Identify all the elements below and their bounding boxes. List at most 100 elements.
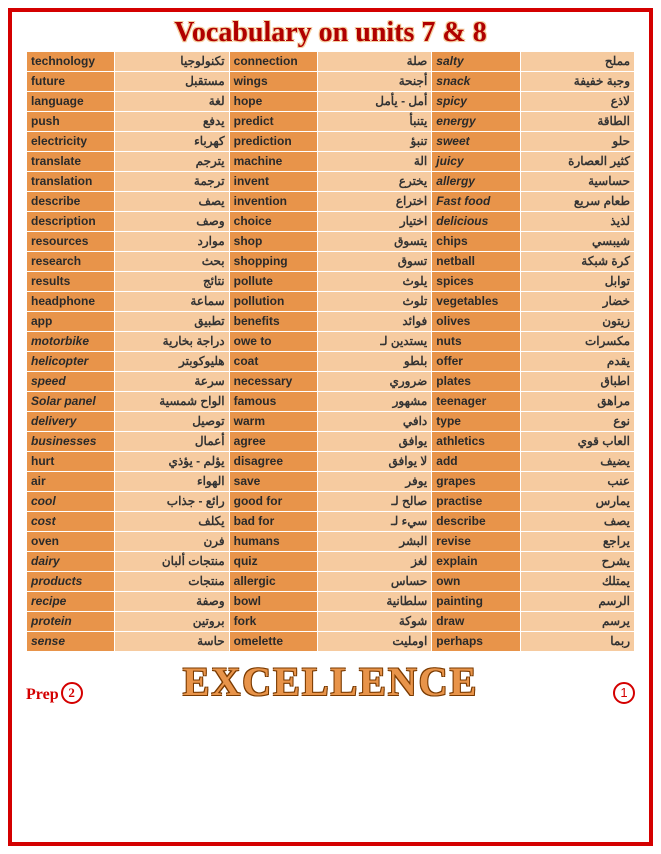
- vocab-en: draw: [432, 611, 520, 631]
- vocab-ar: صلة: [317, 51, 431, 71]
- vocab-en: add: [432, 451, 520, 471]
- vocab-ar: يلوث: [317, 271, 431, 291]
- vocab-ar: حلو: [520, 131, 634, 151]
- vocab-en: netball: [432, 251, 520, 271]
- vocab-ar: يراجع: [520, 531, 634, 551]
- vocab-ar: لا يوافق: [317, 451, 431, 471]
- vocab-en: predict: [229, 111, 317, 131]
- vocab-ar: سماعة: [115, 291, 229, 311]
- vocab-en: describe: [27, 191, 115, 211]
- vocab-en: spices: [432, 271, 520, 291]
- vocab-ar: شيبسي: [520, 231, 634, 251]
- table-row: technologyتكنولوجياconnectionصلةsaltyممل…: [27, 51, 635, 71]
- vocab-en: cool: [27, 491, 115, 511]
- vocab-en: good for: [229, 491, 317, 511]
- vocab-en: juicy: [432, 151, 520, 171]
- vocab-ar: فرن: [115, 531, 229, 551]
- table-row: recipeوصفةbowlسلطانيةpaintingالرسم: [27, 591, 635, 611]
- vocab-ar: مراهق: [520, 391, 634, 411]
- vocab-en: describe: [432, 511, 520, 531]
- vocab-en: allergic: [229, 571, 317, 591]
- vocab-en: type: [432, 411, 520, 431]
- vocab-ar: توصيل: [115, 411, 229, 431]
- vocab-en: allergy: [432, 171, 520, 191]
- vocab-ar: يخترع: [317, 171, 431, 191]
- vocab-en: owe to: [229, 331, 317, 351]
- vocab-en: sense: [27, 631, 115, 651]
- vocab-ar: تنبؤ: [317, 131, 431, 151]
- vocab-en: oven: [27, 531, 115, 551]
- vocab-en: hope: [229, 91, 317, 111]
- vocab-ar: كهرباء: [115, 131, 229, 151]
- vocab-en: prediction: [229, 131, 317, 151]
- vocab-ar: ضروري: [317, 371, 431, 391]
- vocab-en: necessary: [229, 371, 317, 391]
- vocab-en: olives: [432, 311, 520, 331]
- vocab-en: save: [229, 471, 317, 491]
- vocab-en: vegetables: [432, 291, 520, 311]
- vocab-ar: كرة شبكة: [520, 251, 634, 271]
- vocab-ar: يكلف: [115, 511, 229, 531]
- vocab-en: translation: [27, 171, 115, 191]
- vocab-en: delicious: [432, 211, 520, 231]
- vocab-ar: خضار: [520, 291, 634, 311]
- table-row: describeيصفinventionاختراعFast foodطعام …: [27, 191, 635, 211]
- vocab-en: headphone: [27, 291, 115, 311]
- table-row: coolرائع - جذابgood forصالح لـpractiseيم…: [27, 491, 635, 511]
- vocab-ar: العاب قوي: [520, 431, 634, 451]
- table-row: pushيدفعpredictيتنبأenergyالطاقة: [27, 111, 635, 131]
- vocab-ar: يوفر: [317, 471, 431, 491]
- vocab-ar: موارد: [115, 231, 229, 251]
- vocab-ar: اطباق: [520, 371, 634, 391]
- page-frame: Vocabulary on units 7 & 8 technologyتكنو…: [8, 8, 653, 846]
- vocab-ar: تكنولوجيا: [115, 51, 229, 71]
- vocab-en: famous: [229, 391, 317, 411]
- vocab-ar: نتائج: [115, 271, 229, 291]
- vocab-en: cost: [27, 511, 115, 531]
- table-row: Solar panelالواح شمسيةfamousمشهورteenage…: [27, 391, 635, 411]
- vocab-en: energy: [432, 111, 520, 131]
- vocab-en: bowl: [229, 591, 317, 611]
- vocab-en: shopping: [229, 251, 317, 271]
- vocab-ar: يصف: [115, 191, 229, 211]
- vocab-en: resources: [27, 231, 115, 251]
- vocab-en: push: [27, 111, 115, 131]
- vocab-en: own: [432, 571, 520, 591]
- vocab-ar: سيء لـ: [317, 511, 431, 531]
- vocab-en: speed: [27, 371, 115, 391]
- vocab-ar: يشرح: [520, 551, 634, 571]
- vocab-en: bad for: [229, 511, 317, 531]
- vocab-en: coat: [229, 351, 317, 371]
- table-row: speedسرعةnecessaryضروريplatesاطباق: [27, 371, 635, 391]
- vocab-ar: تسوق: [317, 251, 431, 271]
- vocab-en: businesses: [27, 431, 115, 451]
- vocab-ar: لغز: [317, 551, 431, 571]
- vocab-en: quiz: [229, 551, 317, 571]
- vocab-en: revise: [432, 531, 520, 551]
- vocab-en: humans: [229, 531, 317, 551]
- vocab-en: salty: [432, 51, 520, 71]
- vocab-ar: منتجات ألبان: [115, 551, 229, 571]
- vocab-ar: مشهور: [317, 391, 431, 411]
- table-row: ovenفرنhumansالبشرreviseيراجع: [27, 531, 635, 551]
- vocab-ar: وصفة: [115, 591, 229, 611]
- vocab-ar: يوافق: [317, 431, 431, 451]
- brand-text: EXCELLENCE: [183, 658, 479, 705]
- vocab-en: shop: [229, 231, 317, 251]
- vocab-en: warm: [229, 411, 317, 431]
- vocab-en: choice: [229, 211, 317, 231]
- vocab-ar: بحث: [115, 251, 229, 271]
- vocab-ar: هليوكوبتر: [115, 351, 229, 371]
- vocab-en: research: [27, 251, 115, 271]
- table-row: descriptionوصفchoiceاختيارdeliciousلذيذ: [27, 211, 635, 231]
- vocab-ar: وصف: [115, 211, 229, 231]
- table-row: appتطبيقbenefitsفوائدolivesزيتون: [27, 311, 635, 331]
- vocab-ar: يؤلم - يؤذي: [115, 451, 229, 471]
- vocab-ar: البشر: [317, 531, 431, 551]
- vocab-ar: أعمال: [115, 431, 229, 451]
- vocab-ar: عنب: [520, 471, 634, 491]
- vocab-en: motorbike: [27, 331, 115, 351]
- vocab-ar: بلطو: [317, 351, 431, 371]
- vocab-ar: يستدين لـ: [317, 331, 431, 351]
- vocab-ar: حساسية: [520, 171, 634, 191]
